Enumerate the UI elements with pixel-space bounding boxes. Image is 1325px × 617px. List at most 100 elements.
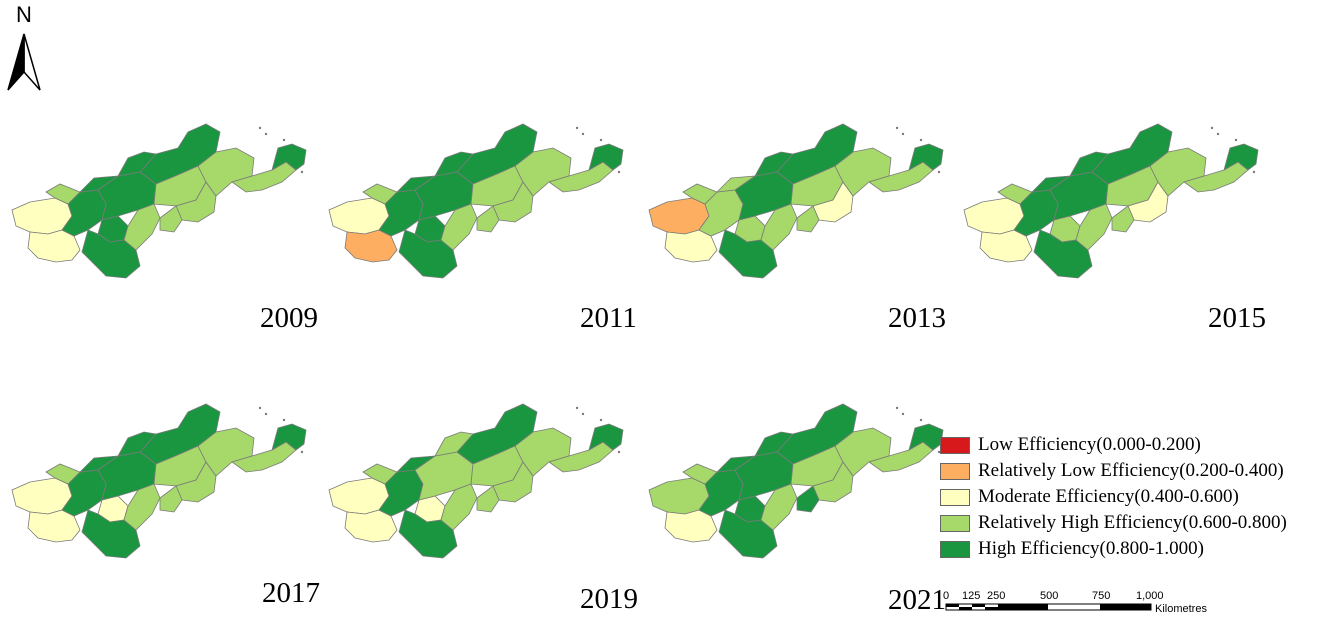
region-9: [175, 181, 217, 223]
year-label-2017: 2017: [262, 577, 320, 609]
island-0: [895, 406, 899, 410]
region-1: [344, 229, 398, 263]
island-0: [258, 126, 262, 130]
region-15: [997, 183, 1033, 205]
island-1: [264, 412, 268, 416]
region-15: [362, 463, 398, 485]
scale-tick-0: 0: [943, 590, 949, 602]
scale-bar-segment: [972, 604, 985, 607]
north-arrow-icon: [7, 33, 41, 91]
legend-label-relatively-high: Relatively High Efficiency(0.600-0.800): [978, 512, 1287, 533]
legend-swatch-high: [940, 540, 970, 558]
year-label-2019: 2019: [580, 583, 638, 615]
region-16: [271, 143, 307, 171]
region-15: [682, 463, 718, 485]
scale-bar-segment: [1100, 604, 1151, 610]
map-2009: [11, 123, 307, 279]
island-0: [895, 126, 899, 130]
region-13: [395, 175, 437, 193]
island-1: [901, 412, 905, 416]
region-12: [117, 431, 157, 457]
region-11: [796, 205, 820, 233]
region-9: [812, 461, 854, 503]
region-11: [1111, 205, 1135, 233]
region-9: [175, 461, 217, 503]
region-11: [159, 205, 183, 233]
year-label-2009: 2009: [260, 302, 318, 334]
region-9: [812, 181, 854, 223]
region-11: [476, 485, 500, 513]
island-0: [1210, 126, 1214, 130]
scale-tick-500: 500: [1040, 590, 1058, 602]
map-2011: [328, 123, 624, 279]
island-2: [919, 418, 923, 422]
region-12: [754, 151, 794, 177]
map-2015: [963, 123, 1259, 279]
region-11: [159, 485, 183, 513]
island-2: [599, 138, 603, 142]
region-9: [1127, 181, 1169, 223]
island-2: [282, 418, 286, 422]
region-12: [434, 431, 474, 457]
scale-unit: Kilometres: [1155, 603, 1207, 615]
region-15: [682, 183, 718, 205]
legend-item-high: High Efficiency(0.800-1.000): [940, 536, 1325, 562]
island-1: [264, 132, 268, 136]
scale-bar-segment: [946, 604, 959, 607]
year-label-2013: 2013: [888, 302, 946, 334]
legend-label-relatively-low: Relatively Low Efficiency(0.200-0.400): [978, 460, 1284, 481]
island-3: [617, 170, 621, 174]
legend-item-relatively-high: Relatively High Efficiency(0.600-0.800): [940, 510, 1325, 536]
legend-label-low: Low Efficiency(0.000-0.200): [978, 434, 1201, 455]
north-arrow-letter: N: [16, 2, 32, 27]
region-6: [1075, 203, 1113, 251]
region-6: [440, 203, 478, 251]
island-0: [258, 406, 262, 410]
legend-swatch-low: [940, 436, 970, 454]
region-11: [476, 205, 500, 233]
legend-swatch-relatively-low: [940, 462, 970, 480]
region-6: [760, 483, 798, 531]
region-13: [78, 455, 120, 473]
region-6: [123, 483, 161, 531]
legend-label-high: High Efficiency(0.800-1.000): [978, 538, 1205, 559]
region-1: [664, 229, 718, 263]
region-13: [78, 175, 120, 193]
region-5: [718, 509, 778, 559]
island-2: [1234, 138, 1238, 142]
region-5: [398, 229, 458, 279]
region-11: [796, 485, 820, 513]
island-3: [1252, 170, 1256, 174]
region-16: [1223, 143, 1259, 171]
region-16: [588, 143, 624, 171]
scale-tick-250: 250: [987, 590, 1005, 602]
island-1: [1216, 132, 1220, 136]
region-6: [440, 483, 478, 531]
island-2: [919, 138, 923, 142]
region-1: [664, 509, 718, 543]
scale-bar-segment: [998, 604, 1048, 610]
legend: Low Efficiency(0.000-0.200) Relatively L…: [940, 432, 1325, 562]
island-3: [300, 170, 304, 174]
year-label-2011: 2011: [580, 302, 637, 334]
legend-label-moderate: Moderate Efficiency(0.400-0.600): [978, 486, 1239, 507]
map-2017: [11, 403, 307, 559]
scale-bar: 0 125 250 500 750 1,000 Kilometres: [943, 590, 1207, 615]
region-6: [123, 203, 161, 251]
region-12: [1069, 151, 1109, 177]
region-15: [45, 463, 81, 485]
legend-swatch-moderate: [940, 488, 970, 506]
scale-bar-segment: [959, 607, 972, 610]
scale-tick-750: 750: [1092, 590, 1110, 602]
region-16: [908, 143, 944, 171]
region-1: [27, 509, 81, 543]
region-15: [362, 183, 398, 205]
island-3: [300, 450, 304, 454]
region-13: [715, 175, 757, 193]
region-9: [492, 461, 534, 503]
region-6: [760, 203, 798, 251]
island-3: [937, 450, 941, 454]
region-16: [588, 423, 624, 451]
region-15: [45, 183, 81, 205]
scale-bar-segment: [985, 607, 998, 610]
